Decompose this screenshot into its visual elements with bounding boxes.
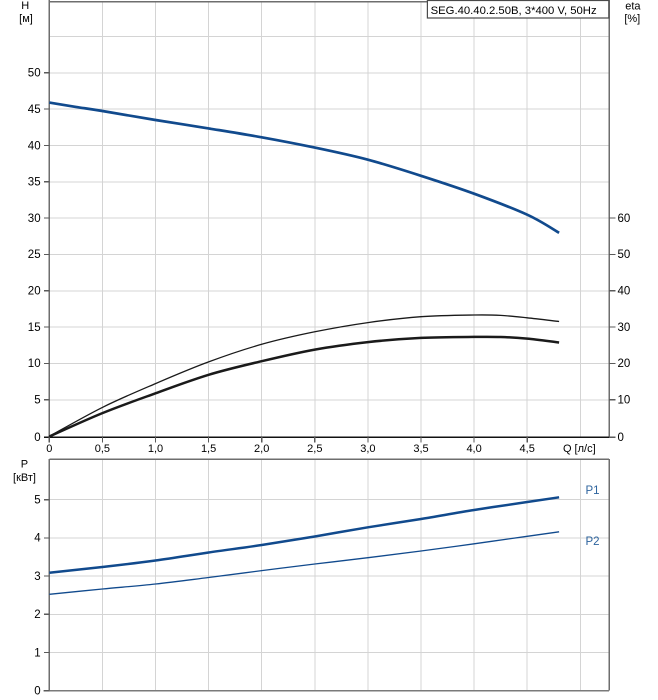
svg-text:H: H: [21, 0, 29, 12]
svg-text:3,5: 3,5: [413, 443, 428, 455]
svg-text:0,5: 0,5: [95, 443, 110, 455]
svg-text:50: 50: [618, 249, 631, 261]
svg-text:Q [л/с]: Q [л/с]: [563, 443, 596, 455]
svg-text:35: 35: [28, 177, 41, 189]
svg-text:SEG.40.40.2.50B, 3*400 V, 50Hz: SEG.40.40.2.50B, 3*400 V, 50Hz: [431, 5, 597, 17]
svg-text:P2: P2: [586, 536, 600, 548]
svg-text:[%]: [%]: [624, 13, 640, 25]
svg-text:1: 1: [34, 647, 40, 659]
svg-text:30: 30: [618, 322, 631, 334]
svg-text:20: 20: [618, 358, 631, 370]
svg-text:5: 5: [34, 495, 40, 507]
svg-text:[м]: [м]: [19, 13, 33, 25]
svg-text:25: 25: [28, 249, 41, 261]
svg-text:3: 3: [34, 571, 40, 583]
svg-text:40: 40: [618, 286, 631, 298]
svg-text:10: 10: [28, 358, 41, 370]
svg-text:eta: eta: [625, 0, 641, 12]
svg-text:3,0: 3,0: [360, 443, 375, 455]
svg-text:2: 2: [34, 609, 40, 621]
svg-text:50: 50: [28, 68, 41, 80]
svg-text:2,5: 2,5: [307, 443, 322, 455]
svg-text:1,5: 1,5: [201, 443, 216, 455]
svg-text:1,0: 1,0: [148, 443, 163, 455]
svg-text:10: 10: [618, 395, 631, 407]
svg-text:40: 40: [28, 140, 41, 152]
svg-text:4,5: 4,5: [520, 443, 535, 455]
svg-text:4,0: 4,0: [466, 443, 481, 455]
svg-text:[кВт]: [кВт]: [13, 472, 36, 484]
svg-text:30: 30: [28, 213, 41, 225]
svg-text:45: 45: [28, 104, 41, 116]
svg-text:0: 0: [34, 686, 40, 698]
svg-text:2,0: 2,0: [254, 443, 269, 455]
svg-text:P: P: [21, 458, 28, 470]
svg-text:0: 0: [34, 432, 40, 444]
svg-text:P1: P1: [586, 485, 600, 497]
svg-text:4: 4: [34, 533, 41, 545]
svg-text:0: 0: [46, 443, 52, 455]
svg-text:60: 60: [618, 213, 631, 225]
svg-text:0: 0: [618, 432, 624, 444]
svg-text:20: 20: [28, 286, 41, 298]
svg-text:5: 5: [34, 395, 40, 407]
svg-text:15: 15: [28, 322, 41, 334]
